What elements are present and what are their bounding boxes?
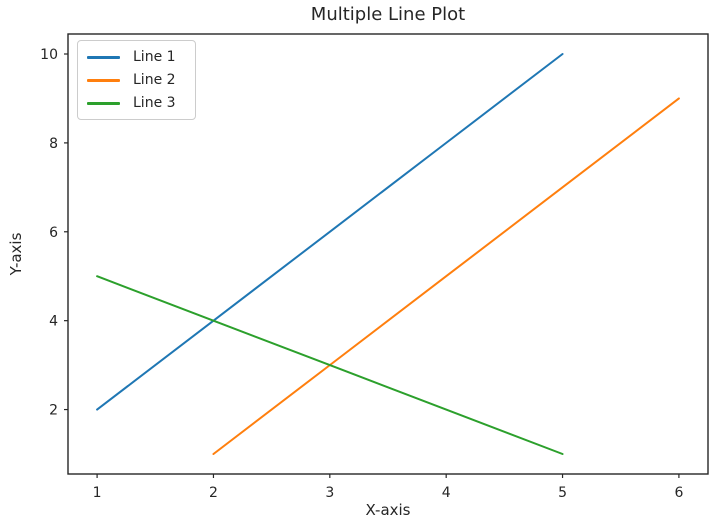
legend-label: Line 2 bbox=[133, 72, 176, 88]
legend-line-sample bbox=[87, 78, 120, 82]
x-tick-label: 5 bbox=[558, 485, 567, 501]
legend-row: Line 2 bbox=[87, 71, 185, 89]
x-axis-label: X-axis bbox=[365, 501, 411, 519]
x-tick-label: 2 bbox=[209, 485, 218, 501]
series-line-3 bbox=[96, 275, 564, 455]
x-tick-label: 6 bbox=[674, 485, 683, 501]
y-axis-label: Y-axis bbox=[7, 232, 25, 276]
y-tick-label: 10 bbox=[40, 47, 58, 63]
x-tick-label: 4 bbox=[442, 485, 451, 501]
chart-title: Multiple Line Plot bbox=[310, 4, 466, 25]
legend-line-sample bbox=[87, 55, 120, 59]
legend-row: Line 1 bbox=[87, 48, 185, 66]
legend-row: Line 3 bbox=[87, 94, 185, 112]
legend: Line 1 Line 2 Line 3 bbox=[77, 40, 196, 120]
legend-label: Line 3 bbox=[133, 95, 176, 111]
series-line-1 bbox=[96, 53, 564, 411]
y-tick-label: 2 bbox=[49, 403, 58, 419]
legend-line-sample bbox=[87, 101, 120, 105]
y-tick-label: 4 bbox=[49, 314, 58, 330]
series-line-2 bbox=[212, 97, 680, 455]
y-tick-label: 8 bbox=[49, 136, 58, 152]
x-tick-label: 1 bbox=[93, 485, 102, 501]
x-tick-label: 3 bbox=[325, 485, 334, 501]
legend-label: Line 1 bbox=[133, 49, 176, 65]
y-tick-label: 6 bbox=[49, 225, 58, 241]
axes-frame bbox=[67, 33, 709, 475]
